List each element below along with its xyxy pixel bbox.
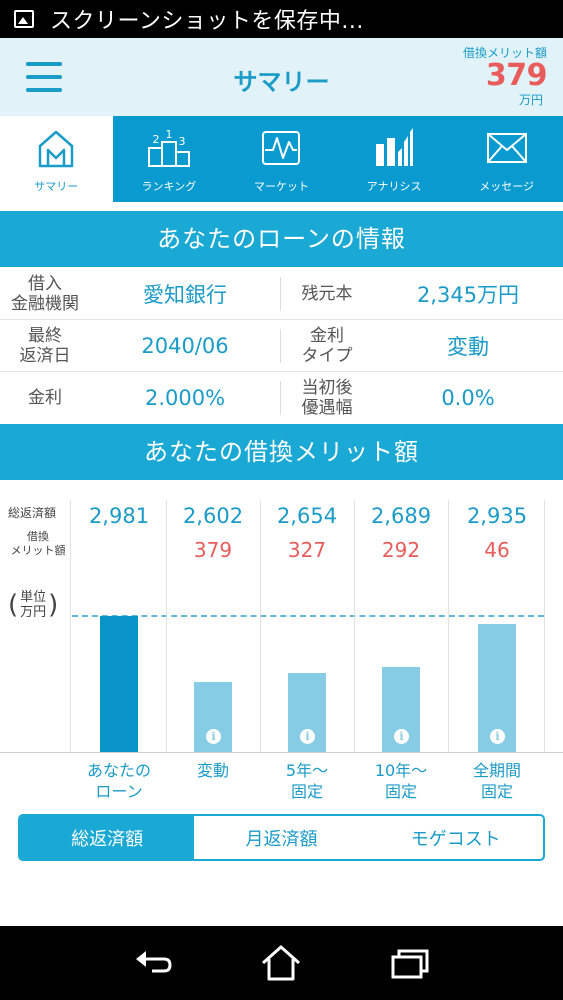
info-icon[interactable]: i [490,729,505,744]
status-text: スクリーンショットを保存中... [50,9,364,34]
bar[interactable]: i [382,666,420,752]
column-divider [544,500,545,752]
row-value: 愛知銀行 [143,282,227,307]
tab-message[interactable]: メッセージ [450,116,563,202]
info-icon[interactable]: i [206,729,221,744]
chart-line-icon [262,131,301,165]
tab-summary[interactable]: サマリー [0,116,113,202]
column-divider [70,500,71,752]
table-row: 借入 金融機関 愛知銀行 残元本 2,345万円 [0,268,563,320]
category-label: 10年～ 固定 [374,761,428,801]
table-row: 金利 2.000% 当初後 優遇幅 0.0% [0,372,563,424]
merit-value-label: 327 [287,538,327,562]
total-value-label: 2,602 [182,504,244,528]
legend-merit-label: 借換 メリット額 [10,530,66,557]
tab-bar: サマリー 1 2 3 ランキング マーケット アナリシス メッセ [0,116,563,202]
row-label: 当初後 優遇幅 [301,378,353,418]
row-value: 2.000% [144,386,226,410]
info-icon[interactable]: i [394,729,409,744]
merit-chart: 総返済額 借換 メリット額 ( 単位 万円 ) 2,981 あなたの ローン 2,6… [0,482,563,812]
column-divider [260,500,261,752]
bar [100,616,138,752]
row-value: 0.0% [441,386,495,410]
seg-moge-cost[interactable]: モゲコスト [410,828,501,850]
svg-text:1: 1 [165,128,172,141]
column-divider [354,500,355,752]
divider [280,381,281,415]
row-label: 金利 タイプ [301,325,353,366]
row-label: 借入 金融機関 [11,273,79,314]
legend-unit: ( 単位 万円 ) [8,590,59,620]
tab-label: サマリー [34,180,79,193]
column-divider [166,500,167,752]
back-icon[interactable] [132,943,176,983]
total-value-label: 2,654 [276,504,338,528]
app-header: サマリー 借換メリット額 379 万円 [0,38,563,116]
view-segmented-control: 総返済額 月返済額 モゲコスト [18,814,545,861]
row-value: 変動 [447,334,489,359]
home-icon [39,130,74,168]
tab-label: ランキング [141,180,197,193]
divider [280,328,281,363]
bar[interactable]: i [288,672,326,752]
category-label: 変動 [196,761,229,780]
row-label: 最終 返済日 [19,325,71,366]
column-divider [448,500,449,752]
status-bar: スクリーンショットを保存中... [0,0,563,38]
menu-icon[interactable] [26,62,62,92]
loan-info-heading: あなたのローンの情報 [0,211,563,267]
svg-text:2: 2 [152,133,159,146]
seg-total-payment[interactable]: 総返済額 [20,816,195,859]
tab-analysis[interactable]: アナリシス [338,116,451,202]
bar[interactable]: i [194,682,232,752]
seg-monthly-payment[interactable]: 月返済額 [245,828,318,850]
merit-heading: あなたの借換メリット額 [0,424,563,480]
tab-ranking[interactable]: 1 2 3 ランキング [113,116,226,202]
recent-apps-icon[interactable] [387,943,431,983]
tab-label: アナリシス [366,180,422,193]
merit-label: 借換メリット額 [462,46,547,60]
tab-label: マーケット [253,180,309,193]
row-label: 金利 [28,388,62,408]
table-row: 最終 返済日 2040/06 金利 タイプ 変動 [0,320,563,372]
merit-value: 379 [485,58,548,93]
reference-line [72,615,544,617]
total-value-label: 2,981 [88,504,150,528]
envelope-icon [486,133,527,163]
loan-info-table: 借入 金融機関 愛知銀行 残元本 2,345万円 最終 返済日 2040/06 … [0,268,563,424]
podium-icon: 1 2 3 [147,128,190,167]
system-nav-bar [0,926,563,1000]
info-icon[interactable]: i [300,729,315,744]
tab-label: メッセージ [479,180,535,193]
merit-unit: 万円 [518,93,543,107]
image-icon [14,10,34,28]
row-value: 2,345万円 [416,282,520,307]
chart-baseline [0,752,563,753]
total-value-label: 2,935 [466,504,528,528]
row-value: 2040/06 [141,333,229,358]
home-nav-icon[interactable] [259,943,303,983]
merit-value-label: 292 [381,538,421,562]
category-label: 全期間 固定 [472,761,521,801]
tab-market[interactable]: マーケット [225,116,338,202]
category-label: あなたの ローン [86,761,151,801]
bar-analysis-icon [376,128,414,166]
page-title: サマリー [233,68,330,96]
unit-text: 単位 万円 [20,590,47,620]
total-value-label: 2,689 [370,504,432,528]
row-label: 残元本 [301,283,353,304]
merit-value-label: 46 [484,538,510,562]
divider [280,276,281,311]
merit-value-label: 379 [193,538,233,562]
legend-total-label: 総返済額 [8,506,57,520]
bar[interactable]: i [478,624,516,752]
category-label: 5年～ 固定 [285,761,329,801]
svg-text:3: 3 [178,135,185,148]
